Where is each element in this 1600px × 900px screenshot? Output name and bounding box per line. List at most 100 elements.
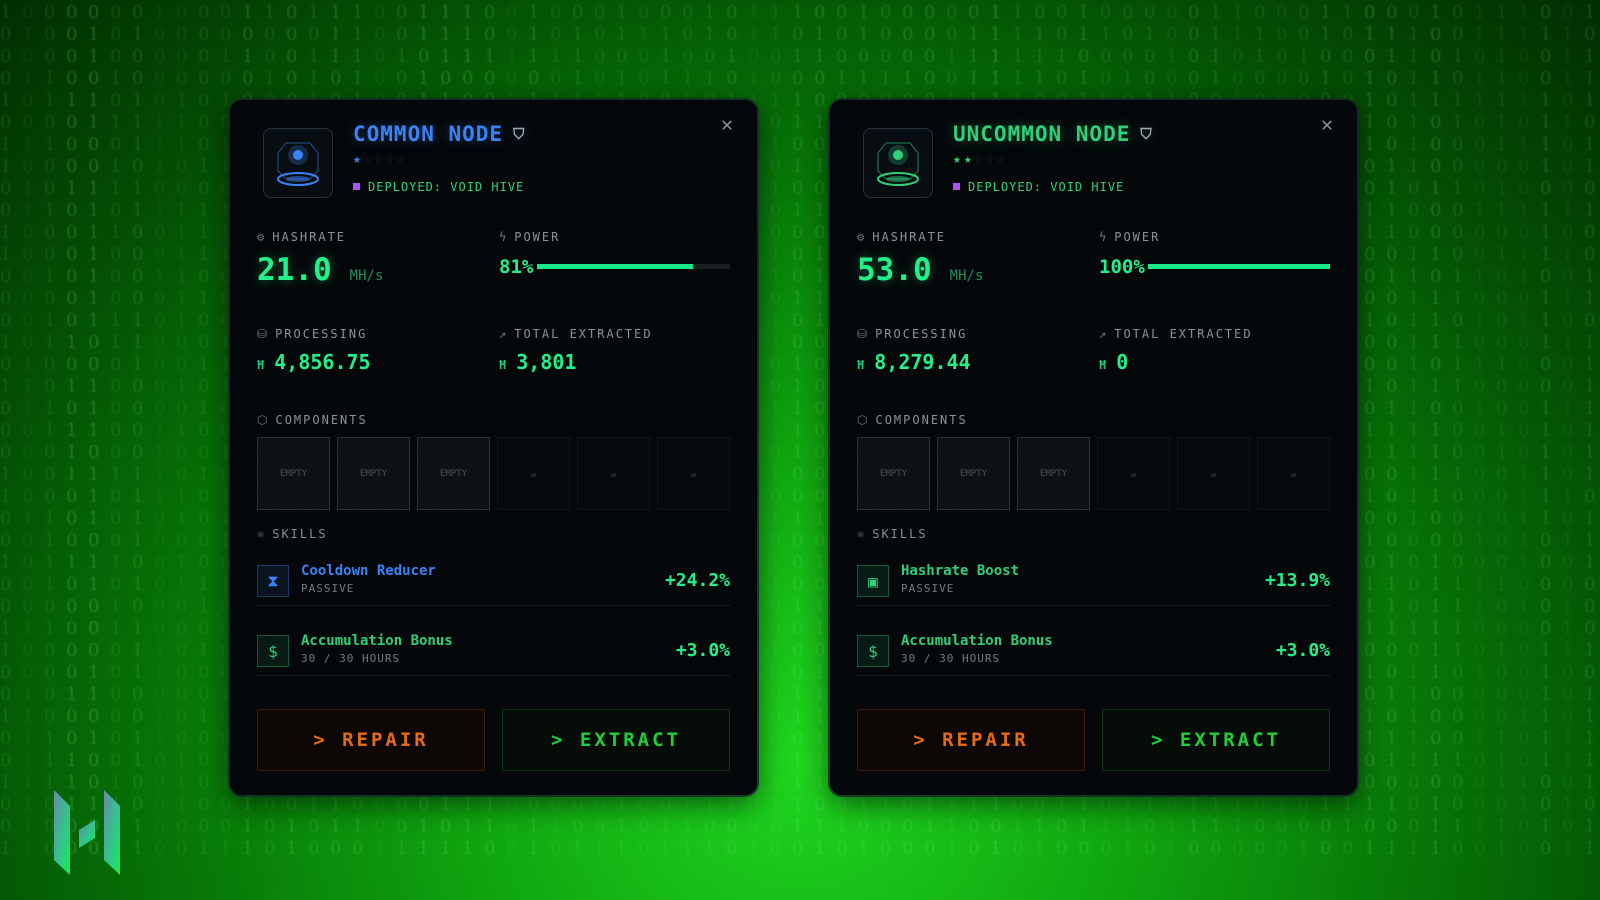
- divider: [257, 605, 730, 606]
- extract-button[interactable]: > EXTRACT: [502, 709, 730, 771]
- skill-row: $ Accumulation Bonus 30 / 30 HOURS +3.0%: [257, 633, 730, 669]
- repair-button[interactable]: > REPAIR: [257, 709, 485, 771]
- currency-icon: Ħ: [857, 358, 865, 372]
- components-label-text: COMPONENTS: [275, 413, 368, 427]
- deployment-text: DEPLOYED: VOID HIVE: [968, 180, 1125, 194]
- hashrate-value: 53.0: [857, 252, 932, 288]
- lock-icon: 🔒︎: [610, 466, 617, 480]
- matrix-column: 0000110100100101100110001111010000111000: [44, 0, 56, 859]
- hashrate-label: ⚙ HASHRATE: [257, 230, 346, 244]
- matrix-column: 1000011100111111001010011011000000011100: [176, 0, 188, 859]
- currency-icon: Ħ: [257, 358, 265, 372]
- matrix-column: 0001011001000110111000100001111000010010: [1452, 0, 1464, 859]
- lock-icon: 🔒︎: [1210, 466, 1217, 480]
- star-filled-icon: ★: [953, 152, 964, 167]
- component-slot[interactable]: EMPTY: [417, 437, 490, 510]
- total-extracted-label: ↗ TOTAL EXTRACTED: [1099, 327, 1253, 341]
- close-button[interactable]: ✕: [720, 112, 733, 136]
- skills-label-text: SKILLS: [872, 527, 928, 541]
- node-title-text: UNCOMMON NODE: [953, 122, 1131, 146]
- component-slot[interactable]: EMPTY: [1017, 437, 1090, 510]
- processing-label-text: PROCESSING: [275, 327, 368, 341]
- component-slot[interactable]: EMPTY: [937, 437, 1010, 510]
- hashrate-unit: MH/s: [949, 268, 984, 284]
- total-extracted-label-text: TOTAL EXTRACTED: [514, 327, 653, 341]
- processing-label: ⛁ PROCESSING: [857, 327, 967, 341]
- skill-row: $ Accumulation Bonus 30 / 30 HOURS +3.0%: [857, 633, 1330, 669]
- component-slot[interactable]: EMPTY: [857, 437, 930, 510]
- matrix-column: 0010100101100000011100001000010011111111: [22, 0, 34, 859]
- hashrate-unit: MH/s: [349, 268, 384, 284]
- component-slot-locked: 🔒︎: [1257, 437, 1330, 510]
- skill-value: +24.2%: [664, 570, 730, 591]
- star-filled-icon: ★: [353, 152, 364, 167]
- skill-value: +3.0%: [675, 640, 730, 661]
- atom-icon: ⚛: [257, 527, 267, 541]
- components-label: ⬡ COMPONENTS: [257, 413, 368, 427]
- component-slot[interactable]: EMPTY: [337, 437, 410, 510]
- rating-stars: ★★☆☆☆: [953, 152, 1007, 167]
- skill-name: Cooldown Reducer: [301, 563, 436, 579]
- power-label-text: POWER: [514, 230, 561, 244]
- star-empty-icon: ☆: [985, 152, 997, 167]
- divider: [857, 605, 1330, 606]
- lock-icon: 🔒︎: [1290, 466, 1297, 480]
- processing-display: Ħ 4,856.75: [257, 350, 371, 374]
- component-slot-locked: 🔒︎: [1097, 437, 1170, 510]
- cpu-icon: ⚙: [857, 230, 867, 244]
- matrix-column: 1011101000101010100100010100111000110101: [1562, 0, 1574, 859]
- skill-subtitle: PASSIVE: [901, 582, 955, 595]
- dollar-icon: $: [857, 635, 889, 667]
- component-slot-locked: 🔒︎: [1177, 437, 1250, 510]
- coins-icon: ⛁: [857, 327, 870, 341]
- power-bar-fill: [537, 264, 694, 269]
- node-card: COMMON NODE ⛉ ★☆☆☆☆ DEPLOYED: VOID HIVE ✕…: [230, 100, 757, 795]
- matrix-column: 0101110110100110111111101110001011111011: [1584, 0, 1596, 859]
- hashrate-label-text: HASHRATE: [872, 230, 947, 244]
- extract-button[interactable]: > EXTRACT: [1102, 709, 1330, 771]
- repair-button[interactable]: > REPAIR: [857, 709, 1085, 771]
- trend-up-icon: ↗: [1099, 327, 1109, 341]
- lightning-icon: ϟ: [499, 230, 509, 244]
- power-label: ϟ POWER: [499, 230, 560, 244]
- matrix-column: 0010011101100001110000111101011100110011: [132, 0, 144, 859]
- star-filled-icon: ★: [963, 152, 975, 167]
- processing-display: Ħ 8,279.44: [857, 350, 971, 374]
- skill-subtitle: 30 / 30 HOURS: [901, 652, 1001, 665]
- matrix-column: 0110010100101101000000111110100001001100: [1518, 0, 1530, 859]
- power-bar-fill: [1148, 264, 1330, 269]
- total-extracted-value: 0: [1116, 350, 1129, 374]
- lock-icon: 🔒︎: [690, 466, 697, 480]
- components-label-text: COMPONENTS: [875, 413, 968, 427]
- power-bar: [537, 264, 730, 269]
- skill-value: +13.9%: [1264, 570, 1330, 591]
- cube-icon: ⬡: [257, 413, 270, 427]
- skill-subtitle: 30 / 30 HOURS: [301, 652, 401, 665]
- divider: [257, 675, 730, 676]
- component-slot-locked: 🔒︎: [497, 437, 570, 510]
- component-slot-locked: 🔒︎: [657, 437, 730, 510]
- shield-icon: ⛉: [513, 125, 526, 143]
- node-title: UNCOMMON NODE ⛉: [953, 122, 1153, 146]
- atom-icon: ⚛: [857, 527, 867, 541]
- skill-name: Accumulation Bonus: [301, 633, 453, 649]
- star-empty-icon: ☆: [974, 152, 986, 167]
- skills-label: ⚛ SKILLS: [857, 527, 928, 541]
- component-slot[interactable]: EMPTY: [257, 437, 330, 510]
- close-button[interactable]: ✕: [1320, 112, 1333, 136]
- node-title: COMMON NODE ⛉: [353, 122, 525, 146]
- matrix-column: 0100110001001011101011110011111100010111: [1430, 0, 1442, 859]
- rating-stars: ★☆☆☆☆: [353, 152, 407, 167]
- total-extracted-label-text: TOTAL EXTRACTED: [1114, 327, 1253, 341]
- node-title-text: COMMON NODE: [353, 122, 504, 146]
- node-robot-icon: [877, 142, 919, 186]
- power-value: 100%: [1099, 256, 1145, 278]
- hashrate-display: 53.0 MH/s: [857, 252, 983, 288]
- deployment-status: DEPLOYED: VOID HIVE: [953, 180, 1124, 194]
- cpu-icon: ⚙: [257, 230, 267, 244]
